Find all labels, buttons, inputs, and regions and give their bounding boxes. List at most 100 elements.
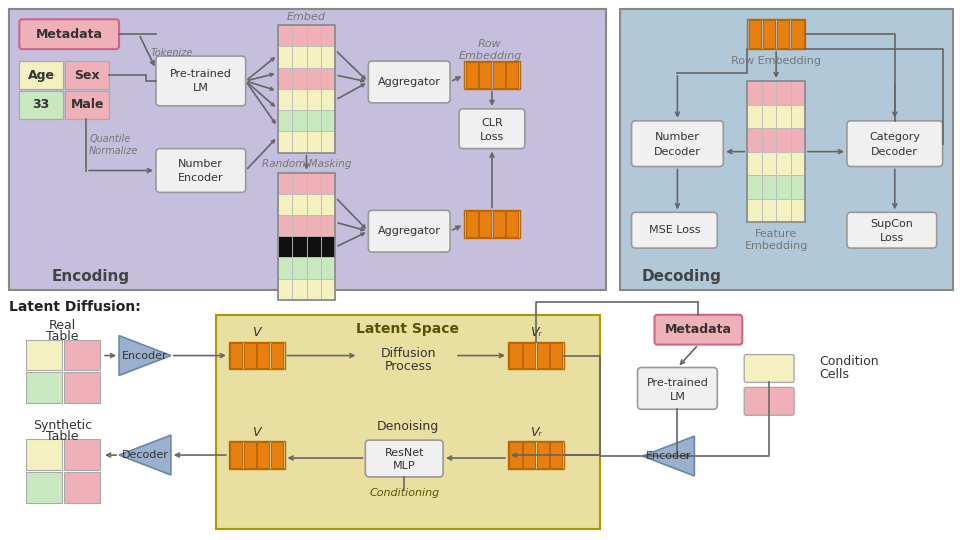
Bar: [321, 46, 335, 68]
Bar: [292, 172, 306, 194]
Text: SupCon: SupCon: [871, 219, 913, 230]
Text: Category: Category: [870, 132, 921, 141]
Text: Encoder: Encoder: [122, 350, 168, 361]
FancyBboxPatch shape: [459, 109, 525, 148]
Bar: [791, 128, 805, 152]
Bar: [761, 105, 776, 128]
Polygon shape: [119, 336, 171, 375]
Bar: [277, 89, 292, 110]
Bar: [292, 131, 306, 153]
Bar: [257, 442, 270, 468]
Bar: [306, 258, 321, 279]
Bar: [306, 279, 321, 300]
Bar: [292, 236, 306, 258]
Bar: [321, 215, 335, 236]
Text: MLP: MLP: [393, 461, 416, 471]
Polygon shape: [642, 436, 694, 476]
Text: Age: Age: [28, 69, 55, 82]
Bar: [19, 91, 63, 119]
Bar: [292, 258, 306, 279]
Text: V: V: [252, 326, 261, 339]
Bar: [277, 194, 292, 215]
Bar: [230, 342, 242, 368]
Bar: [244, 442, 256, 468]
FancyBboxPatch shape: [632, 212, 717, 248]
Bar: [761, 175, 776, 199]
FancyBboxPatch shape: [369, 61, 450, 103]
Bar: [10, 9, 606, 290]
Bar: [777, 21, 789, 48]
Bar: [64, 439, 100, 470]
FancyBboxPatch shape: [19, 19, 119, 49]
Text: Aggregator: Aggregator: [378, 226, 441, 236]
Text: Metadata: Metadata: [665, 323, 732, 336]
Bar: [523, 442, 535, 468]
Bar: [19, 61, 63, 89]
Bar: [64, 373, 100, 403]
Text: Decoder: Decoder: [872, 147, 918, 157]
Bar: [791, 152, 805, 175]
Text: Real: Real: [49, 319, 76, 332]
Bar: [747, 81, 805, 222]
Bar: [791, 175, 805, 199]
Bar: [550, 442, 563, 468]
Bar: [271, 442, 283, 468]
Bar: [65, 61, 109, 89]
Bar: [776, 152, 791, 175]
Bar: [619, 9, 952, 290]
Bar: [277, 25, 292, 46]
Text: Vᵣ: Vᵣ: [530, 326, 541, 339]
Bar: [306, 215, 321, 236]
Bar: [761, 152, 776, 175]
Text: Loss: Loss: [480, 132, 504, 141]
Bar: [306, 89, 321, 110]
Bar: [292, 194, 306, 215]
Bar: [306, 110, 321, 131]
Bar: [508, 342, 564, 369]
Bar: [321, 194, 335, 215]
FancyBboxPatch shape: [847, 212, 937, 248]
FancyBboxPatch shape: [632, 121, 723, 166]
Bar: [277, 172, 292, 194]
Bar: [321, 68, 335, 89]
Bar: [228, 342, 284, 369]
Text: Encoder: Encoder: [178, 173, 224, 184]
Bar: [292, 68, 306, 89]
Bar: [216, 315, 600, 529]
Bar: [244, 342, 256, 368]
Bar: [292, 215, 306, 236]
Bar: [510, 342, 521, 368]
Text: Loss: Loss: [879, 233, 904, 243]
Bar: [277, 236, 292, 258]
Bar: [747, 152, 761, 175]
Bar: [306, 172, 321, 194]
Text: Encoder: Encoder: [646, 451, 691, 461]
Bar: [306, 131, 321, 153]
Bar: [321, 89, 335, 110]
FancyBboxPatch shape: [369, 210, 450, 252]
Bar: [466, 211, 478, 237]
Text: Row: Row: [478, 39, 502, 49]
FancyBboxPatch shape: [366, 440, 444, 477]
Bar: [537, 442, 549, 468]
Bar: [321, 236, 335, 258]
Text: Table: Table: [46, 330, 79, 343]
Bar: [479, 62, 492, 88]
Bar: [306, 194, 321, 215]
Bar: [506, 62, 518, 88]
Text: Table: Table: [46, 430, 79, 443]
Bar: [761, 128, 776, 152]
Text: Row Embedding: Row Embedding: [732, 56, 821, 66]
FancyBboxPatch shape: [637, 368, 717, 409]
Bar: [776, 128, 791, 152]
Text: Vᵣ: Vᵣ: [530, 426, 541, 438]
Bar: [64, 340, 100, 370]
Bar: [277, 215, 292, 236]
Bar: [65, 91, 109, 119]
Bar: [26, 373, 62, 403]
Text: 33: 33: [33, 98, 50, 111]
Bar: [306, 68, 321, 89]
Text: Condition: Condition: [819, 355, 878, 368]
Bar: [292, 279, 306, 300]
Bar: [257, 342, 270, 368]
